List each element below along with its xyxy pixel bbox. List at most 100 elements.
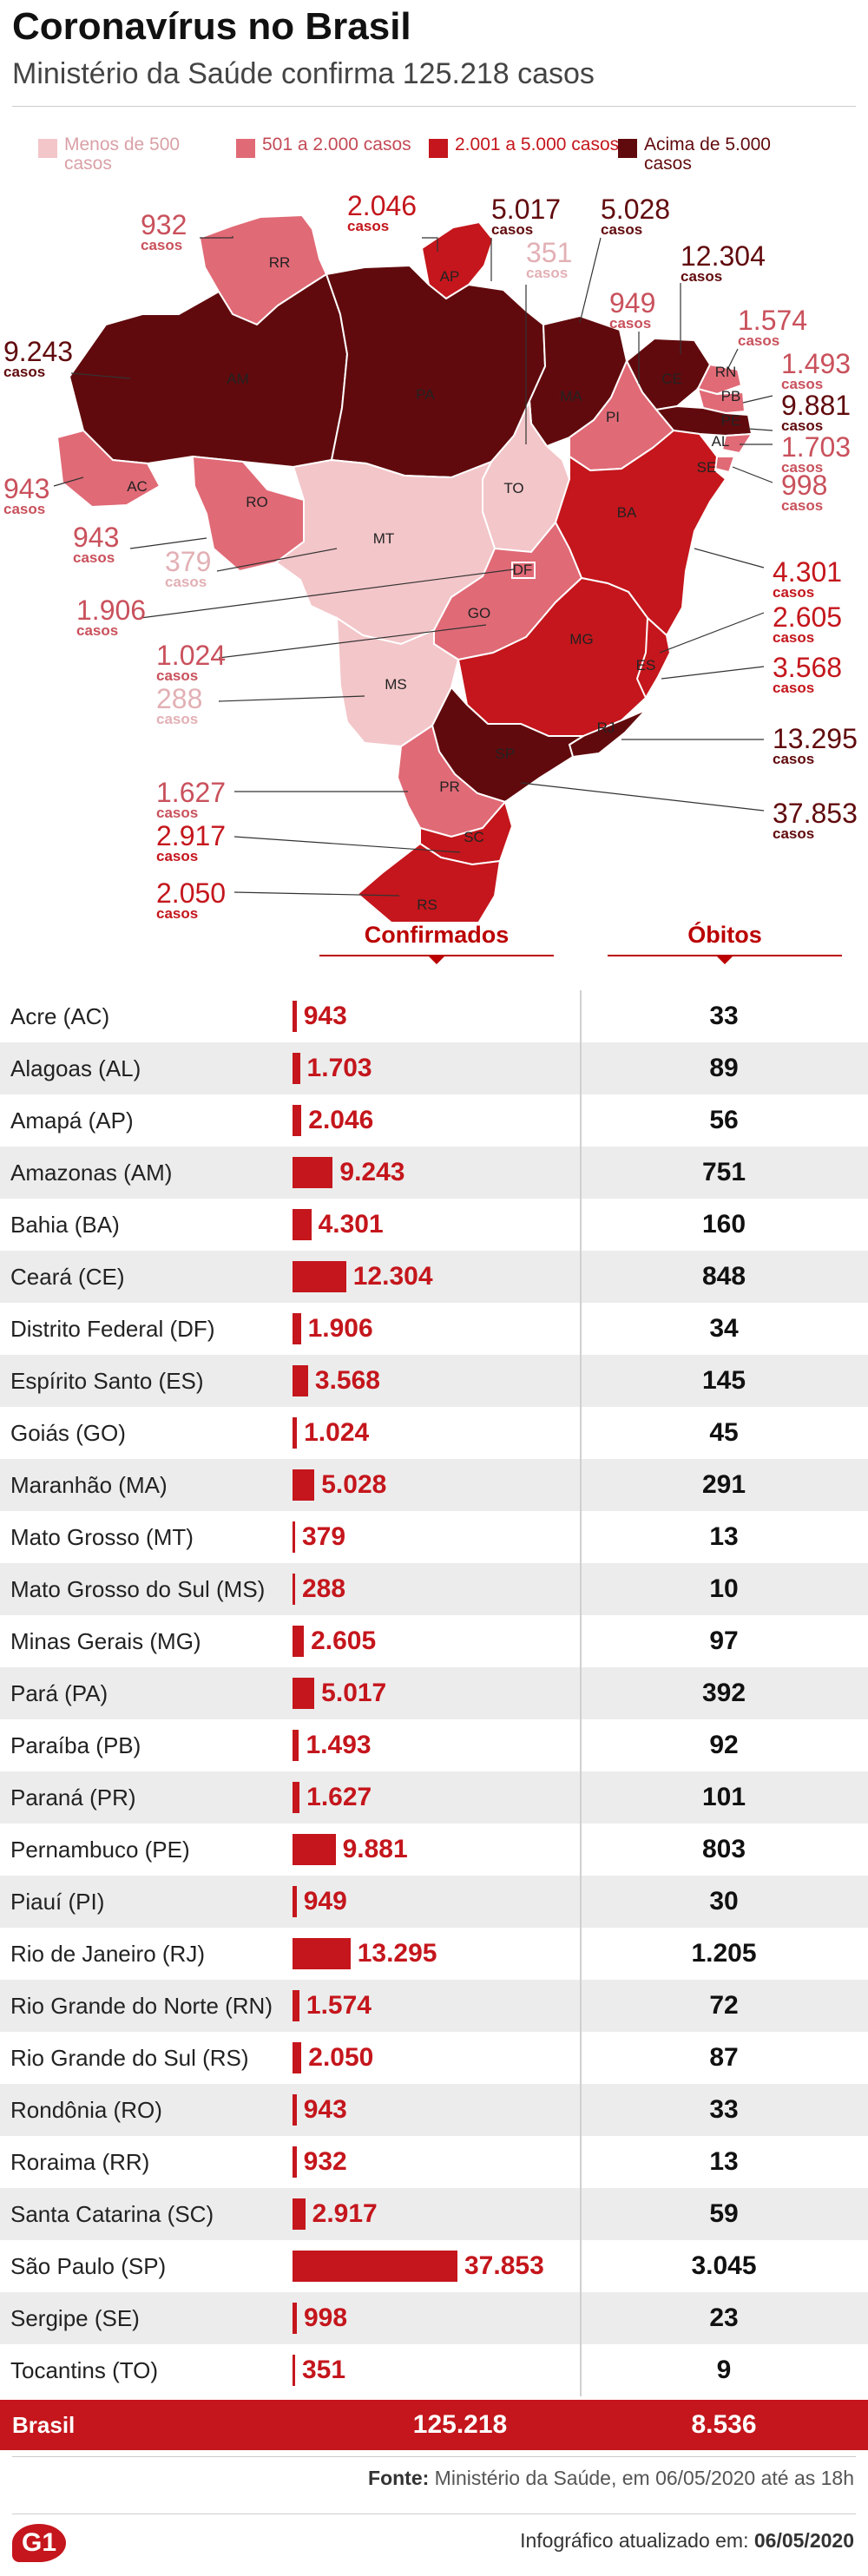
callout-line-rn — [727, 348, 739, 371]
callout-casos-ro: casos — [73, 549, 115, 566]
legend-label: 501 a 2.000 casos — [262, 135, 411, 154]
state-name: Rio de Janeiro (RJ) — [10, 1941, 205, 1967]
legend-swatch — [236, 139, 255, 158]
column-divider — [580, 1980, 582, 2032]
state-shape-ac — [56, 429, 161, 509]
state-code-ac: AC — [127, 478, 148, 495]
confirmados-bar — [293, 1313, 301, 1344]
callout-casos-ce: casos — [681, 268, 722, 285]
confirmados-bar — [293, 1626, 305, 1657]
confirmados-value: 12.304 — [352, 1262, 433, 1291]
state-name: Amazonas (AM) — [10, 1160, 173, 1186]
callout-value-ms: 288 — [156, 683, 202, 714]
confirmados-bar — [293, 1417, 298, 1449]
callout-casos-es: casos — [773, 680, 814, 696]
column-divider — [580, 2084, 582, 2136]
obitos-value: 145 — [701, 1366, 746, 1395]
callout-value-am: 9.243 — [3, 336, 73, 367]
callout-line-pb — [742, 395, 773, 404]
confirmados-value: 288 — [302, 1574, 346, 1603]
column-divider — [580, 1511, 582, 1563]
table-row: Distrito Federal (DF) 1.906 34 — [0, 1303, 868, 1355]
callout-value-al: 1.703 — [781, 431, 851, 463]
confirmados-value: 13.295 — [357, 1939, 437, 1968]
state-code-es: ES — [636, 657, 656, 674]
state-name: Bahia (BA) — [10, 1212, 120, 1238]
legend-label: 2.001 a 5.000 casos — [455, 135, 620, 154]
confirmados-value: 2.917 — [312, 2199, 378, 2228]
column-divider — [580, 1615, 582, 1667]
legend-label: Menos de 500 casos — [64, 135, 181, 174]
callout-casos-rr: casos — [141, 237, 182, 253]
callout-casos-pb: casos — [781, 376, 823, 392]
confirmados-value: 5.028 — [321, 1470, 387, 1499]
state-callouts: 932casos2.046casos9.243casos5.017casos5.… — [3, 190, 858, 922]
obitos-value: 101 — [701, 1783, 746, 1811]
state-name: Rio Grande do Sul (RS) — [10, 2045, 249, 2071]
callout-casos-ms: casos — [156, 711, 198, 727]
source-note: Fonte: Ministério da Saúde, em 06/05/202… — [368, 2467, 854, 2490]
obitos-value: 89 — [709, 1054, 739, 1082]
obitos-value: 72 — [709, 1991, 739, 2020]
callout-line-se — [732, 466, 773, 483]
column-divider — [580, 1303, 582, 1355]
table-row: Goiás (GO) 1.024 45 — [0, 1407, 868, 1459]
obitos-value: 45 — [709, 1418, 739, 1447]
obitos-value: 13 — [709, 2147, 739, 2176]
confirmados-value: 5.017 — [321, 1679, 387, 1707]
state-shape-es — [635, 615, 672, 700]
confirmados-bar — [293, 1209, 312, 1240]
confirmados-bar — [293, 2198, 306, 2230]
page-title: Coronavírus no Brasil — [12, 5, 411, 48]
state-code-pi: PI — [606, 409, 620, 425]
callout-value-pr: 1.627 — [156, 777, 226, 808]
confirmados-value: 351 — [302, 2356, 346, 2384]
state-code-se: SE — [697, 459, 717, 476]
confirmados-bar — [293, 1105, 302, 1136]
callout-casos-al: casos — [781, 459, 823, 476]
state-name: Maranhão (MA) — [10, 1472, 168, 1498]
callout-casos-ac: casos — [3, 501, 45, 517]
state-code-rn: RN — [715, 364, 737, 380]
confirmados-bar — [293, 1365, 308, 1396]
confirmados-value: 1.024 — [304, 1418, 370, 1447]
callout-casos-pa: casos — [491, 221, 533, 238]
state-code-pb: PB — [721, 388, 741, 404]
table-row: Amazonas (AM) 9.243 751 — [0, 1147, 868, 1199]
table-row: Rio de Janeiro (RJ) 13.295 1.205 — [0, 1928, 868, 1980]
state-name: Piauí (PI) — [10, 1889, 105, 1915]
state-shape-rs — [356, 842, 502, 922]
state-name: Paraná (PR) — [10, 1784, 136, 1810]
callout-line-ro — [129, 537, 207, 549]
confirmados-bar — [293, 1678, 315, 1709]
state-name: Acre (AC) — [10, 1003, 110, 1029]
callout-line-mt — [216, 548, 338, 572]
legend-swatch — [38, 139, 57, 158]
callout-value-rs: 2.050 — [156, 877, 226, 909]
obitos-value: 33 — [709, 1002, 739, 1030]
state-shape-am — [68, 273, 349, 469]
confirmados-bar — [293, 1834, 336, 1865]
callout-line-sc — [233, 836, 461, 853]
legend-label: Acima de 5.000 casos — [644, 135, 771, 174]
obitos-value: 392 — [701, 1679, 746, 1707]
callout-value-se: 998 — [781, 470, 827, 501]
callout-line-ms — [218, 695, 365, 702]
column-divider — [580, 1563, 582, 1615]
state-code-rj: RJ — [597, 720, 615, 736]
column-divider — [580, 1771, 582, 1824]
column-divider — [580, 2032, 582, 2084]
table-row: Rondônia (RO) 943 33 — [0, 2084, 868, 2136]
callout-value-ro: 943 — [73, 522, 119, 553]
obitos-value: 3.045 — [691, 2251, 757, 2280]
callout-line-rr — [200, 236, 233, 239]
state-shape-rn — [696, 363, 743, 396]
header-divider — [12, 106, 856, 107]
confirmados-bar — [293, 1053, 300, 1084]
callout-casos-mg: casos — [773, 629, 814, 646]
confirmados-value: 949 — [303, 1887, 347, 1916]
column-divider — [580, 1876, 582, 1928]
callout-value-df: 1.906 — [76, 595, 146, 626]
callout-casos-mt: casos — [165, 574, 207, 590]
cases-table: Acre (AC) 943 33 Alagoas (AL) 1.703 89 Amapá (… — [0, 990, 868, 2396]
